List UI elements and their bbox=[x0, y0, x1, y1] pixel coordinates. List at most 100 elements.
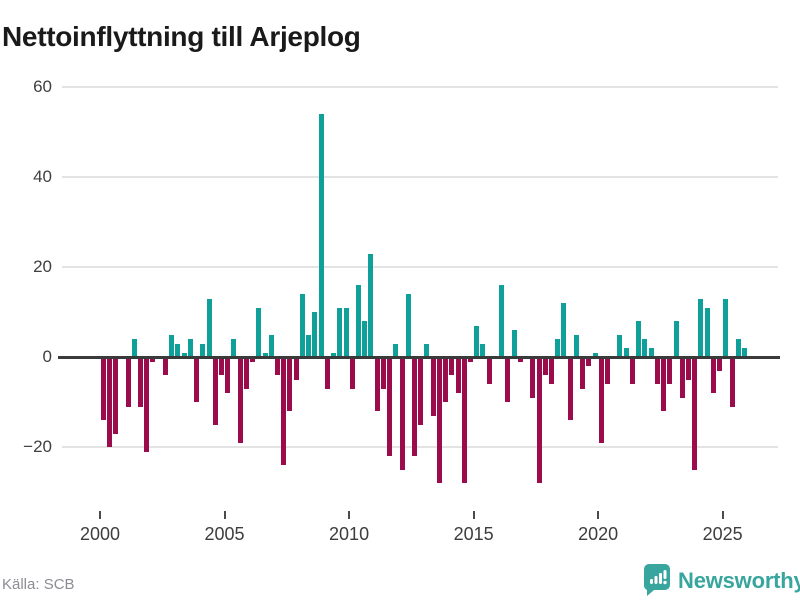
gridline-y--20 bbox=[62, 446, 778, 448]
bar-2021-Q2 bbox=[629, 357, 635, 384]
bar-2005-Q3 bbox=[237, 357, 243, 443]
bar-2019-Q1 bbox=[573, 334, 579, 357]
bar-2003-Q2 bbox=[181, 352, 187, 357]
y-tick-label-40: 40 bbox=[33, 167, 52, 186]
bar-2021-Q4 bbox=[642, 339, 648, 357]
bar-2000-Q3 bbox=[113, 357, 119, 434]
bar-2021-Q3 bbox=[636, 321, 642, 357]
bar-2025-Q4 bbox=[742, 348, 747, 357]
bar-2006-Q3 bbox=[262, 352, 268, 357]
bar-2013-Q3 bbox=[436, 357, 442, 483]
bar-2002-Q1 bbox=[150, 357, 156, 362]
bar-2000-Q1 bbox=[100, 357, 106, 420]
x-tick-mark-2000 bbox=[99, 511, 101, 519]
bar-2000-Q2 bbox=[106, 357, 112, 447]
bar-2004-Q2 bbox=[206, 298, 212, 357]
bar-2007-Q4 bbox=[293, 357, 299, 380]
bar-2016-Q3 bbox=[511, 330, 517, 357]
page-title: Nettoinflyttning till Arjeplog bbox=[2, 20, 361, 52]
bar-2022-Q1 bbox=[648, 348, 654, 357]
bar-2009-Q1 bbox=[324, 357, 330, 389]
bar-2014-Q4 bbox=[468, 357, 473, 362]
bar-2010-Q4 bbox=[368, 253, 374, 357]
gridline-y-40 bbox=[62, 176, 778, 178]
bar-2025-Q1 bbox=[723, 298, 729, 357]
x-tick-label-2005: 2005 bbox=[204, 524, 245, 544]
bar-2005-Q2 bbox=[231, 339, 237, 357]
bar-2021-Q1 bbox=[623, 348, 629, 357]
bar-2016-Q2 bbox=[505, 357, 511, 402]
bar-2022-Q2 bbox=[654, 357, 660, 384]
bar-2025-Q2 bbox=[729, 357, 735, 407]
bar-2011-Q1 bbox=[374, 357, 380, 411]
bar-2015-Q2 bbox=[480, 343, 486, 357]
x-tick-label-2020: 2020 bbox=[578, 524, 619, 544]
x-axis-zero-line bbox=[58, 355, 780, 359]
y-tick-label-0: 0 bbox=[42, 347, 52, 366]
bar-2006-Q2 bbox=[256, 307, 262, 357]
bar-2020-Q4 bbox=[617, 334, 623, 357]
bar-2012-Q3 bbox=[411, 357, 417, 456]
x-tick-label-2025: 2025 bbox=[702, 524, 743, 544]
bar-2020-Q1 bbox=[598, 357, 604, 443]
bar-2006-Q1 bbox=[250, 357, 256, 362]
bar-2009-Q4 bbox=[343, 307, 349, 357]
bar-2003-Q4 bbox=[194, 357, 199, 402]
bar-2023-Q2 bbox=[679, 357, 685, 398]
bar-2019-Q4 bbox=[592, 352, 598, 357]
bar-2022-Q4 bbox=[667, 357, 673, 384]
newsworthy-logo[interactable]: Newsworthy bbox=[644, 564, 800, 596]
bar-2023-Q1 bbox=[673, 321, 679, 357]
bar-2019-Q2 bbox=[580, 357, 586, 389]
bar-2011-Q3 bbox=[387, 357, 392, 456]
bar-2008-Q3 bbox=[312, 312, 318, 357]
bar-2003-Q1 bbox=[175, 343, 181, 357]
bar-2018-Q4 bbox=[567, 357, 573, 420]
bar-2004-Q3 bbox=[212, 357, 218, 425]
bar-2001-Q4 bbox=[144, 357, 150, 452]
bar-2010-Q1 bbox=[349, 357, 355, 389]
bar-2014-Q3 bbox=[461, 357, 467, 483]
bar-2020-Q2 bbox=[605, 357, 610, 384]
x-tick-label-2015: 2015 bbox=[453, 524, 494, 544]
bar-2004-Q1 bbox=[200, 343, 206, 357]
x-tick-mark-2010 bbox=[348, 511, 351, 519]
bar-2024-Q1 bbox=[698, 298, 704, 357]
x-tick-mark-2025 bbox=[721, 511, 724, 519]
gridline-y-60 bbox=[62, 86, 778, 88]
bar-2009-Q2 bbox=[331, 352, 336, 357]
bar-2015-Q3 bbox=[486, 357, 492, 384]
bar-2005-Q1 bbox=[225, 357, 231, 393]
source-note: Källa: SCB bbox=[2, 576, 75, 593]
bar-2011-Q4 bbox=[393, 343, 399, 357]
bar-2025-Q3 bbox=[735, 339, 741, 357]
bar-2013-Q2 bbox=[430, 357, 436, 416]
bar-2024-Q4 bbox=[717, 357, 722, 371]
bar-2023-Q4 bbox=[692, 357, 698, 470]
x-tick-mark-2015 bbox=[472, 511, 475, 519]
bar-2002-Q3 bbox=[162, 357, 168, 375]
bar-2017-Q2 bbox=[530, 357, 536, 398]
bar-2006-Q4 bbox=[268, 334, 274, 357]
bar-2007-Q3 bbox=[287, 357, 293, 411]
bar-2010-Q2 bbox=[355, 285, 361, 357]
bar-2022-Q3 bbox=[661, 357, 666, 411]
bar-2018-Q2 bbox=[555, 339, 561, 357]
bar-2001-Q2 bbox=[131, 339, 137, 357]
newsworthy-speech-bubble-chart-icon bbox=[644, 564, 670, 596]
bar-2004-Q4 bbox=[218, 357, 224, 375]
bar-2007-Q2 bbox=[281, 357, 287, 465]
bar-2008-Q4 bbox=[318, 114, 324, 357]
y-tick-label-60: 60 bbox=[33, 77, 52, 96]
bar-2001-Q3 bbox=[138, 357, 143, 407]
bar-2002-Q4 bbox=[169, 334, 175, 357]
bar-2007-Q1 bbox=[275, 357, 280, 375]
bar-2008-Q1 bbox=[299, 294, 305, 357]
bar-2018-Q1 bbox=[548, 357, 554, 384]
bar-2014-Q1 bbox=[449, 357, 455, 375]
x-tick-label-2010: 2010 bbox=[329, 524, 370, 544]
bar-2003-Q3 bbox=[187, 339, 193, 357]
bar-2001-Q1 bbox=[125, 357, 131, 407]
